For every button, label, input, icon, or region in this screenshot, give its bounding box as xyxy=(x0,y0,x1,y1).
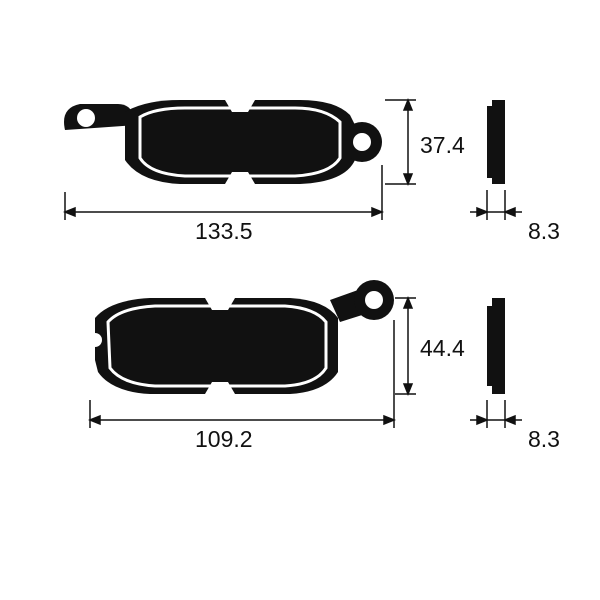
label-bottom-height: 44.4 xyxy=(420,335,465,362)
brake-pad-diagram xyxy=(0,0,600,600)
pad-top-side xyxy=(487,100,505,184)
pad-bottom-side xyxy=(487,298,505,394)
pad-top-front xyxy=(64,100,382,184)
label-bottom-thickness: 8.3 xyxy=(528,426,560,453)
label-top-thickness: 8.3 xyxy=(528,218,560,245)
label-top-width: 133.5 xyxy=(195,218,253,245)
dim-bottom-height xyxy=(395,298,416,394)
label-bottom-width: 109.2 xyxy=(195,426,253,453)
dim-bottom-thickness xyxy=(470,400,522,428)
label-top-height: 37.4 xyxy=(420,132,465,159)
pad-bottom-front xyxy=(88,280,394,394)
dim-top-thickness xyxy=(470,190,522,220)
dim-top-height xyxy=(385,100,416,184)
